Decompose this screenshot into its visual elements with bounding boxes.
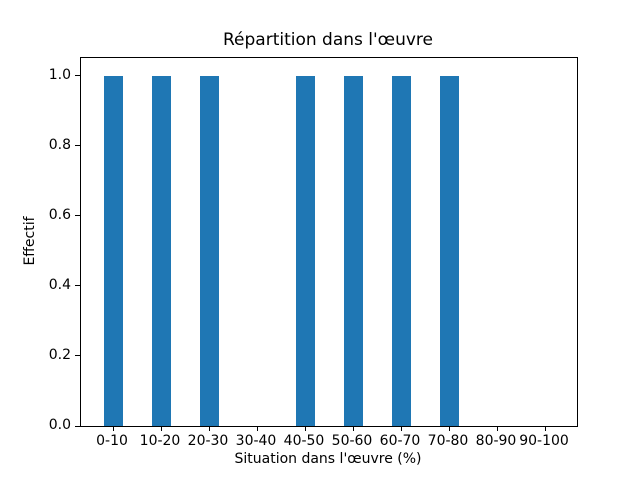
bar — [439, 75, 459, 426]
x-tick-label: 0-10 — [96, 433, 128, 449]
y-tick-label: 1.0 — [48, 66, 71, 83]
y-tick — [75, 145, 80, 147]
x-tick — [112, 426, 114, 431]
y-tick-label: 0.8 — [48, 136, 71, 153]
x-tick-label: 40-50 — [283, 433, 325, 449]
bar — [391, 75, 411, 426]
y-tick — [75, 215, 80, 217]
x-tick — [496, 426, 498, 431]
y-tick — [75, 285, 80, 287]
y-tick — [75, 425, 80, 427]
chart-title: Répartition dans l'œuvre — [222, 30, 433, 50]
x-tick-label: 80-90 — [475, 433, 517, 449]
y-tick — [75, 355, 80, 357]
bar — [295, 75, 315, 426]
bar — [103, 75, 123, 426]
y-tick — [75, 75, 80, 77]
x-tick-label: 70-80 — [427, 433, 469, 449]
x-tick-label: 50-60 — [331, 433, 373, 449]
plot-area — [75, 57, 578, 431]
x-tick-label: 20-30 — [187, 433, 229, 449]
x-tick — [400, 426, 402, 431]
y-tick-label: 0.2 — [48, 346, 71, 363]
y-axis-label: Effectif — [22, 216, 38, 266]
bar — [343, 75, 363, 426]
x-tick — [160, 426, 162, 431]
x-tick — [352, 426, 354, 431]
x-tick — [448, 426, 450, 431]
x-axis-label: Situation dans l'œuvre (%) — [234, 451, 422, 467]
x-tick-label: 10-20 — [139, 433, 181, 449]
x-tick — [256, 426, 258, 431]
bar — [151, 75, 171, 426]
y-tick-label: 0.6 — [48, 206, 71, 223]
x-tick — [304, 426, 306, 431]
x-tick — [544, 426, 546, 431]
x-tick — [208, 426, 210, 431]
bar — [199, 75, 219, 426]
x-tick-label: 30-40 — [235, 433, 277, 449]
y-tick-label: 0.0 — [48, 417, 71, 433]
x-tick-label: 90-100 — [519, 433, 569, 449]
x-tick-label: 60-70 — [379, 433, 421, 449]
y-tick-label: 0.4 — [48, 276, 71, 293]
